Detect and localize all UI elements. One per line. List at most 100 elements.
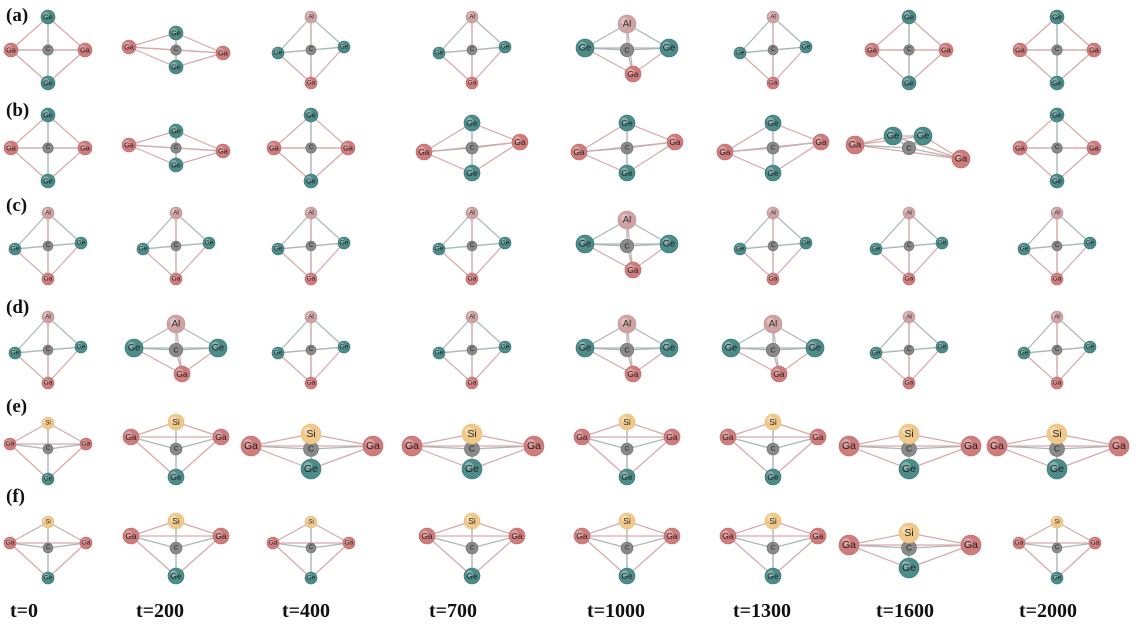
cluster-r3-t1: C Al Ga Ge Ge: [136, 206, 216, 286]
cluster-r2-t1: C Ge Ge Ga Ga: [121, 123, 231, 173]
atom-highlight: [768, 274, 774, 280]
atom-c: [619, 42, 635, 58]
bond-line: [578, 122, 628, 153]
atom-highlight: [418, 146, 425, 153]
atom-label-ge: Ge: [77, 344, 86, 351]
atom-label-ge: Ge: [904, 13, 914, 22]
atom-label-ga: Ga: [307, 380, 316, 387]
atom-highlight: [767, 117, 774, 124]
atom-label-c: C: [625, 446, 630, 453]
cluster-r1-t1: C Ge Ge Ga Ga: [121, 25, 231, 75]
atom-label-c: C: [625, 145, 630, 152]
cluster-r1-t0: C Ge Ge Ga Ga: [3, 9, 93, 91]
atom-highlight: [621, 570, 628, 577]
bond-line: [142, 212, 177, 250]
atom-highlight: [1019, 244, 1025, 250]
bond-line: [772, 46, 807, 84]
atom-label-c: C: [625, 545, 630, 552]
atom-highlight: [244, 439, 252, 447]
atom-label-al: Al: [173, 210, 179, 217]
atom-highlight: [514, 136, 521, 143]
atom-highlight: [306, 208, 312, 214]
bond-line: [10, 114, 49, 149]
atom-highlight: [304, 462, 312, 470]
bond-line: [772, 436, 819, 478]
bond-line: [471, 535, 518, 577]
atom-label-al: Al: [308, 314, 314, 321]
atom-highlight: [941, 45, 947, 51]
atom-label-ga: Ga: [719, 147, 731, 157]
atom-label-ge: Ge: [139, 246, 148, 253]
atom-label-ga: Ga: [80, 144, 91, 153]
atom-highlight: [306, 517, 312, 523]
atom-label-c: C: [46, 145, 51, 151]
atom-label-ge: Ge: [128, 343, 141, 354]
bond-line: [996, 445, 1058, 470]
atom-label-ge: Ge: [306, 177, 316, 186]
atom-label-ge: Ge: [663, 43, 676, 54]
cluster-r2-t7: C Ge Ge Ga Ga: [1012, 107, 1102, 189]
atom-label-ge: Ge: [767, 118, 779, 128]
atom-label-ge: Ge: [938, 240, 947, 247]
atom-label-ge: Ge: [44, 575, 53, 582]
cluster-r6-t6: C Si Ga Ga Ge: [838, 522, 982, 579]
atom-highlight: [620, 317, 628, 325]
atom-label-ga: Ga: [964, 440, 978, 452]
atom-label-c: C: [906, 544, 912, 553]
atom-highlight: [815, 136, 822, 143]
atom-c: [42, 142, 54, 154]
atom-label-si: Si: [306, 428, 315, 440]
atom-highlight: [871, 348, 877, 354]
atom-c: [901, 140, 917, 156]
atom-highlight: [466, 570, 473, 577]
bond-line: [277, 52, 312, 84]
atom-label-ga: Ga: [468, 380, 477, 387]
atom-label-al: Al: [1054, 314, 1060, 321]
atom-label-c: C: [1055, 145, 1060, 151]
bond-line: [47, 346, 82, 384]
atom-label-ge: Ge: [1052, 13, 1062, 22]
atom-highlight: [904, 274, 910, 280]
atom-label-ga: Ga: [511, 531, 523, 541]
atom-c: [765, 342, 781, 358]
atom-label-c: C: [46, 243, 51, 249]
atom-c: [1051, 44, 1063, 56]
atom-label-ge: Ge: [43, 111, 53, 120]
cluster-r5-t4: C Si Ga Ga Ge: [573, 413, 681, 486]
bond-line: [908, 49, 947, 84]
atom-label-ga: Ga: [627, 69, 639, 79]
atom-highlight: [170, 570, 177, 577]
atom-label-ge: Ge: [171, 161, 181, 170]
atom-highlight: [902, 561, 910, 569]
atom-c: [169, 442, 183, 456]
atom-highlight: [170, 515, 177, 522]
atom-highlight: [1052, 78, 1058, 84]
bond-line: [175, 242, 210, 280]
atom-highlight: [1085, 342, 1091, 348]
atom-highlight: [127, 341, 135, 349]
row-label-e: (e): [6, 396, 27, 417]
atom-label-ge: Ge: [1052, 79, 1062, 88]
atom-highlight: [43, 208, 49, 214]
atom-label-ga: Ga: [576, 432, 588, 442]
atom-label-ge: Ge: [725, 343, 738, 354]
atom-label-ga: Ga: [307, 276, 316, 283]
atom-highlight: [76, 342, 82, 348]
atom-highlight: [964, 439, 972, 447]
atom-label-ge: Ge: [663, 239, 676, 250]
atom-highlight: [1050, 462, 1058, 470]
atom-label-ga: Ga: [527, 440, 541, 452]
bond-line: [175, 535, 222, 577]
atom-label-c: C: [907, 347, 912, 353]
bond-line: [175, 212, 210, 244]
atom-highlight: [306, 378, 312, 384]
bond-line: [47, 316, 82, 348]
atom-label-c: C: [771, 47, 776, 53]
atom-label-ge: Ge: [205, 240, 214, 247]
row-label-a: (a): [6, 5, 28, 26]
atom-highlight: [405, 439, 413, 447]
cluster-r4-t3: C Al Ga Ge Ge: [432, 310, 512, 390]
atom-highlight: [43, 78, 49, 84]
atom-highlight: [954, 152, 962, 160]
atom-label-si: Si: [308, 519, 314, 526]
